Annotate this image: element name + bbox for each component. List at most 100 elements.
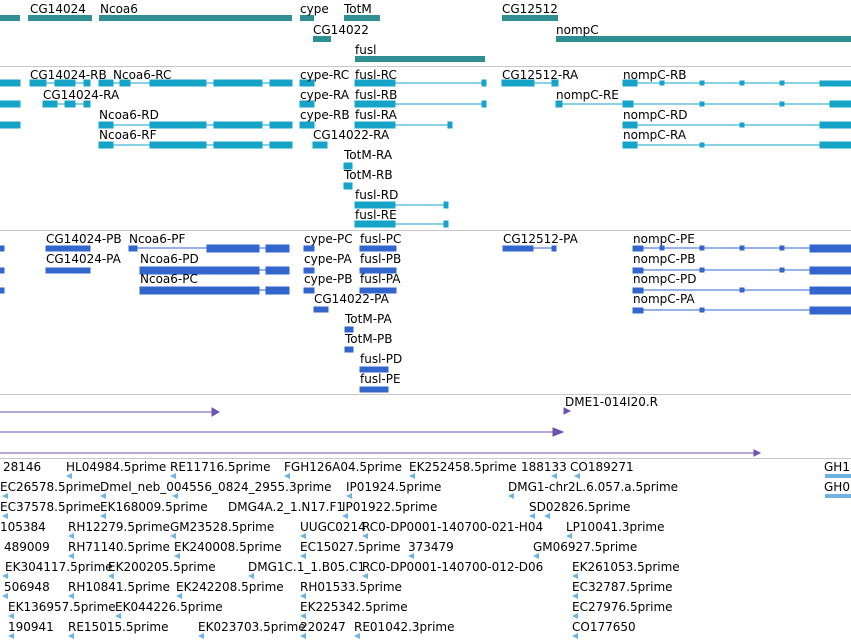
est-marker[interactable] — [572, 593, 578, 599]
gene-cype-glyph[interactable] — [300, 15, 314, 21]
protein-Ncoa6-PF-glyph[interactable] — [128, 244, 290, 253]
protein-label[interactable]: nompC-PE — [633, 232, 695, 246]
est-marker[interactable] — [174, 553, 180, 559]
transcript-partial-glyph[interactable] — [0, 121, 21, 129]
est-label[interactable]: RH12279.5prime — [68, 520, 170, 534]
est-label[interactable]: GM23528.5prime — [170, 520, 275, 534]
est-label[interactable]: RE15015.5prime — [68, 620, 169, 634]
transcript-label[interactable]: TotM-RA — [344, 148, 393, 162]
est-label[interactable]: SD02826.5prime — [529, 500, 631, 514]
transcript-nompC-RD-glyph[interactable] — [622, 121, 851, 129]
gene-nompC-glyph[interactable] — [556, 36, 851, 42]
transcript-fusl-RC-glyph[interactable] — [354, 79, 487, 87]
est-marker[interactable] — [248, 573, 254, 579]
est-label[interactable]: CO189271 — [570, 460, 634, 474]
est-marker[interactable] — [572, 573, 578, 579]
est-marker[interactable] — [508, 493, 514, 499]
est-marker[interactable] — [825, 494, 851, 498]
protein-partial-glyph[interactable] — [0, 287, 5, 294]
transcript-label[interactable]: TotM-RB — [344, 168, 393, 182]
protein-label[interactable]: TotM-PA — [345, 312, 392, 326]
protein-fusl-PC-glyph[interactable] — [359, 245, 397, 252]
transcript-partial-glyph[interactable] — [0, 79, 21, 87]
est-label[interactable]: 489009 — [4, 540, 50, 554]
transcript-Ncoa6-RF-glyph[interactable] — [98, 141, 293, 149]
protein-label[interactable]: fusl-PA — [360, 272, 401, 286]
transcript-fusl-RD-glyph[interactable] — [354, 201, 449, 209]
gene-label-CG14024[interactable]: CG14024 — [30, 2, 86, 16]
protein-TotM-PB-glyph[interactable] — [344, 346, 354, 353]
clone-label[interactable]: DME1-014I20.R — [565, 395, 659, 409]
transcript-TotM-RB-glyph[interactable] — [343, 182, 353, 190]
est-label[interactable]: RE01042.3prime — [354, 620, 455, 634]
protein-label[interactable]: cype-PA — [304, 252, 352, 266]
est-marker[interactable] — [574, 473, 580, 479]
protein-nompC-PA-glyph[interactable] — [632, 306, 851, 315]
est-label[interactable]: RH10841.5prime — [68, 580, 170, 594]
protein-label[interactable]: fusl-PE — [360, 372, 401, 386]
est-marker[interactable] — [362, 573, 368, 579]
transcript-label[interactable]: fusl-RC — [355, 68, 397, 82]
est-label[interactable]: 373479 — [408, 540, 454, 554]
est-label[interactable]: EC32787.5prime — [572, 580, 673, 594]
transcript-label[interactable]: CG12512-RA — [502, 68, 579, 82]
gene-partial-left-glyph[interactable] — [0, 15, 20, 21]
gene-fusl-glyph[interactable] — [355, 56, 485, 62]
est-label[interactable]: 105384 — [0, 520, 46, 534]
est-label[interactable]: EK252458.5prime — [409, 460, 517, 474]
est-marker[interactable] — [2, 573, 8, 579]
protein-Ncoa6-PD-glyph[interactable] — [139, 266, 290, 275]
est-marker[interactable] — [284, 473, 290, 479]
est-label[interactable]: IP01924.5prime — [346, 480, 442, 494]
est-marker[interactable] — [300, 593, 306, 599]
transcript-label[interactable]: fusl-RE — [355, 208, 397, 222]
transcript-label[interactable]: fusl-RD — [355, 188, 399, 202]
est-marker[interactable] — [68, 593, 74, 599]
est-marker[interactable] — [172, 493, 178, 499]
protein-label[interactable]: Ncoa6-PF — [129, 232, 186, 246]
est-marker[interactable] — [533, 553, 539, 559]
gene-label-nompC[interactable]: nompC — [556, 23, 599, 37]
est-label[interactable]: RH01533.5prime — [300, 580, 402, 594]
protein-fusl-PE-glyph[interactable] — [359, 386, 389, 393]
protein-cype-PB-glyph[interactable] — [303, 287, 315, 294]
est-label[interactable]: LP10041.3prime — [566, 520, 665, 534]
protein-label[interactable]: cype-PB — [304, 272, 353, 286]
protein-label[interactable]: fusl-PD — [360, 352, 403, 366]
transcript-label[interactable]: nompC-RD — [623, 108, 688, 122]
transcript-CG14022-RA-glyph[interactable] — [312, 141, 328, 149]
est-marker[interactable] — [346, 493, 352, 499]
est-label[interactable]: 188133 — [521, 460, 567, 474]
est-label[interactable]: EK304117.5prime — [5, 560, 113, 574]
est-label[interactable]: EK044226.5prime — [115, 600, 223, 614]
protein-label[interactable]: fusl-PC — [360, 232, 402, 246]
est-label[interactable]: EK225342.5prime — [300, 600, 408, 614]
est-label[interactable]: 220247 — [300, 620, 346, 634]
est-marker[interactable] — [2, 493, 8, 499]
est-label[interactable]: 28146 — [3, 460, 42, 474]
gene-CG12512-glyph[interactable] — [502, 15, 558, 21]
protein-TotM-PA-glyph[interactable] — [344, 326, 354, 333]
protein-label[interactable]: cype-PC — [304, 232, 353, 246]
protein-label[interactable]: fusl-PB — [360, 252, 402, 266]
est-marker[interactable] — [2, 593, 8, 599]
gene-Ncoa6-glyph[interactable] — [99, 15, 292, 21]
est-marker[interactable] — [68, 553, 74, 559]
est-marker[interactable] — [354, 633, 360, 639]
est-marker[interactable] — [362, 533, 368, 539]
transcript-partial-glyph[interactable] — [0, 100, 21, 108]
est-label[interactable]: HL04984.5prime — [66, 460, 167, 474]
transcript-label[interactable]: Ncoa6-RD — [99, 108, 159, 122]
est-label[interactable]: EK240008.5prime — [174, 540, 282, 554]
gene-label-TotM[interactable]: TotM — [344, 2, 372, 16]
gene-label-CG14022[interactable]: CG14022 — [313, 23, 369, 37]
est-label[interactable]: EC27976.5prime — [572, 600, 673, 614]
protein-nompC-PE-glyph[interactable] — [632, 244, 851, 253]
gene-label-fusl[interactable]: fusl — [355, 43, 377, 57]
est-label[interactable]: RC0-DP0001-140700-012-D06 — [362, 560, 544, 574]
transcript-label[interactable]: nompC-RA — [623, 128, 687, 142]
est-label[interactable]: EC15027.5prime — [300, 540, 401, 554]
protein-nompC-PD-glyph[interactable] — [632, 286, 851, 295]
gene-label-cype[interactable]: cype — [300, 2, 329, 16]
est-label[interactable]: EK168009.5prime — [100, 500, 208, 514]
